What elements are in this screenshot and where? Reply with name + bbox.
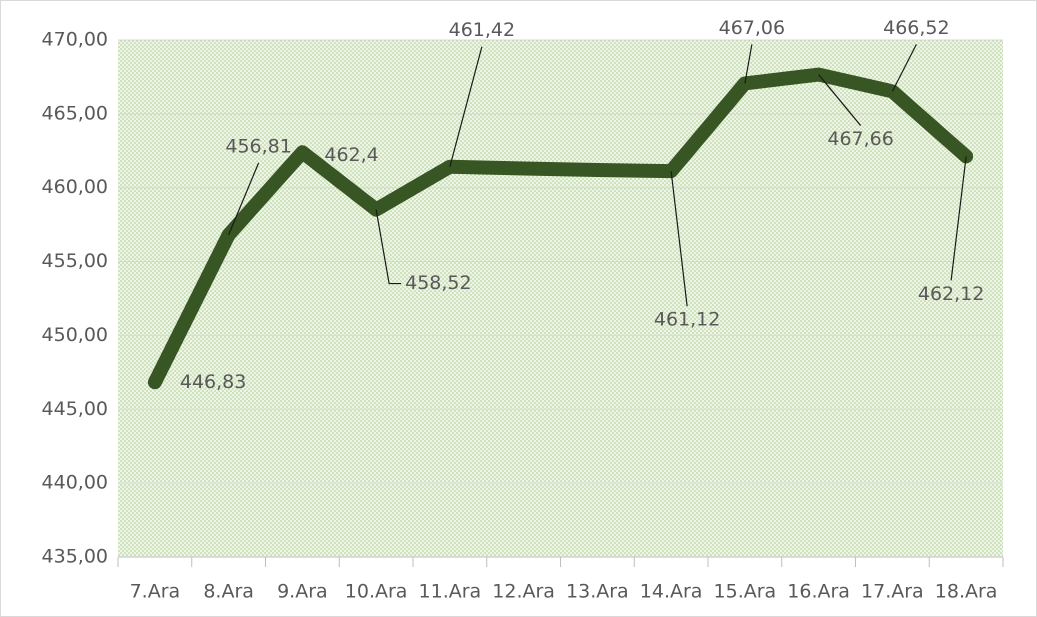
x-tick-label: 8.Ara bbox=[203, 581, 254, 603]
data-line bbox=[147, 67, 974, 390]
data-label: 446,83 bbox=[180, 371, 246, 393]
x-tick-label: 10.Ara bbox=[345, 581, 408, 603]
x-tick-label: 18.Ara bbox=[935, 581, 998, 603]
data-label: 462,12 bbox=[918, 283, 984, 305]
plot-area bbox=[118, 40, 1003, 557]
x-tick-label: 9.Ara bbox=[277, 581, 328, 603]
data-label: 467,06 bbox=[719, 17, 785, 39]
leader-line bbox=[744, 44, 753, 84]
y-tick-label: 435,00 bbox=[42, 546, 108, 568]
y-tick-label: 440,00 bbox=[42, 472, 108, 494]
leader-line bbox=[891, 44, 917, 92]
y-tick-label: 460,00 bbox=[42, 176, 108, 198]
data-label: 467,66 bbox=[827, 128, 893, 150]
x-tick-label: 15.Ara bbox=[714, 581, 777, 603]
data-label: 458,52 bbox=[405, 272, 471, 294]
leader-line bbox=[670, 171, 688, 307]
leader-line bbox=[818, 74, 862, 126]
data-label: 461,12 bbox=[654, 309, 720, 331]
data-label: 466,52 bbox=[883, 17, 949, 39]
x-tick-label: 13.Ara bbox=[566, 581, 629, 603]
data-label: 462,4 bbox=[324, 144, 378, 166]
leader-line bbox=[228, 162, 260, 236]
y-tick-label: 465,00 bbox=[42, 102, 108, 124]
x-tick-label: 14.Ara bbox=[640, 581, 703, 603]
x-tick-label: 17.Ara bbox=[861, 581, 924, 603]
leader-line bbox=[375, 209, 402, 285]
x-tick-label: 12.Ara bbox=[492, 581, 555, 603]
x-tick-label: 16.Ara bbox=[787, 581, 850, 603]
y-tick-label: 445,00 bbox=[42, 398, 108, 420]
leader-line bbox=[950, 156, 967, 281]
data-label: 456,81 bbox=[225, 135, 291, 157]
y-tick-label: 455,00 bbox=[42, 250, 108, 272]
data-label: 461,42 bbox=[449, 19, 515, 41]
x-tick-label: 11.Ara bbox=[419, 581, 482, 603]
y-tick-label: 450,00 bbox=[42, 324, 108, 346]
x-tick-label: 7.Ara bbox=[130, 581, 181, 603]
y-tick-label: 470,00 bbox=[42, 29, 108, 51]
leader-line bbox=[449, 46, 483, 167]
